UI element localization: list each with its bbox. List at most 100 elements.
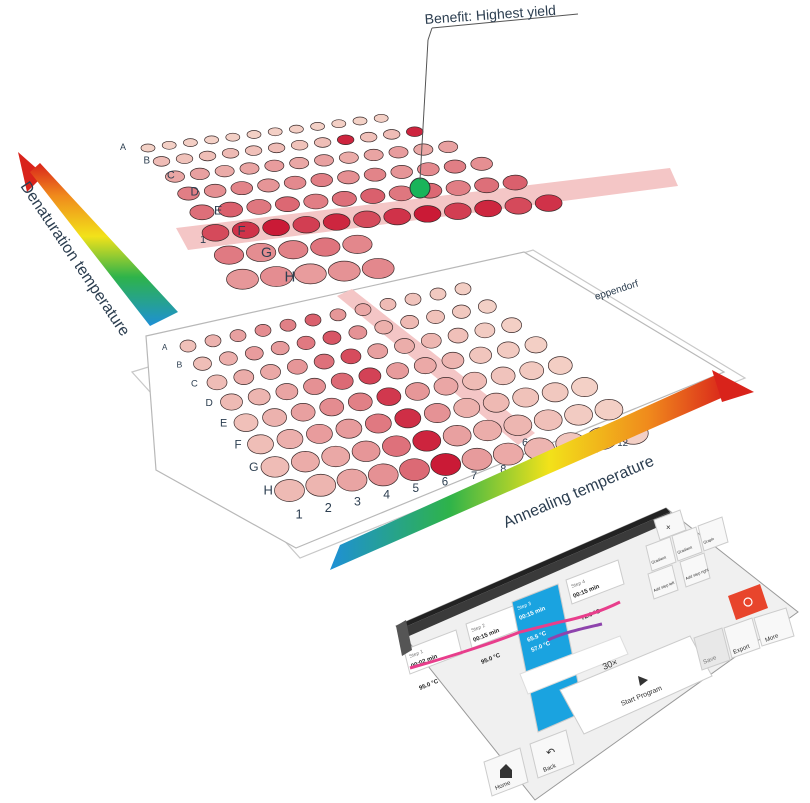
well-bottom-F11 xyxy=(541,382,569,403)
well-top-A7 xyxy=(267,127,283,137)
tool-button-label: Graph xyxy=(703,536,715,545)
well-top-G1 xyxy=(213,245,245,265)
well-bottom-C10 xyxy=(447,327,469,344)
well-top-B12 xyxy=(406,126,424,137)
bottom-row-label-C: C xyxy=(191,377,198,388)
bottom-col-label-4: 4 xyxy=(383,488,390,502)
well-bottom-D7 xyxy=(386,362,409,380)
well-top-E5 xyxy=(303,193,329,210)
well-bottom-E6 xyxy=(376,387,402,406)
well-bottom-C4 xyxy=(287,358,308,375)
export-button[interactable]: Export xyxy=(723,617,761,659)
side-expand-tab[interactable] xyxy=(396,620,412,656)
well-bottom-H4 xyxy=(367,463,399,487)
well-bottom-F5 xyxy=(365,413,392,434)
close-button-bg[interactable] xyxy=(653,509,687,541)
tool-button-1[interactable]: Gradient xyxy=(645,536,677,572)
save-button[interactable]: Save xyxy=(693,627,731,671)
well-top-F8 xyxy=(413,205,442,223)
stop-button[interactable] xyxy=(728,584,768,620)
tool-button-2[interactable]: Gradient xyxy=(671,526,703,562)
export-button-bg[interactable] xyxy=(723,617,761,659)
well-bottom-B12 xyxy=(477,299,497,314)
top-plate: 1 A B C D E FGH xyxy=(120,113,678,290)
well-bottom-B5 xyxy=(296,335,316,350)
well-bottom-C8 xyxy=(394,338,415,354)
tool-button-bg[interactable] xyxy=(647,564,679,600)
well-top-C11 xyxy=(413,143,434,156)
start-button-bg[interactable] xyxy=(559,635,713,735)
well-bottom-A2 xyxy=(204,334,222,348)
well-top-D1 xyxy=(177,186,200,201)
well-top-G3 xyxy=(278,240,309,260)
well-top-D3 xyxy=(230,181,254,196)
well-top-C6 xyxy=(289,157,310,170)
well-top-F4 xyxy=(292,216,321,234)
step-title: Step 2 xyxy=(471,623,487,634)
well-top-C12 xyxy=(438,140,459,153)
callout: Benefit: Highest yield xyxy=(419,2,579,181)
well-bottom-F9 xyxy=(482,392,510,413)
step-temp: 95.0 °C xyxy=(419,679,440,692)
well-top-A8 xyxy=(289,124,304,134)
well-bottom-G11 xyxy=(564,404,593,426)
well-top-F12 xyxy=(534,194,563,212)
well-bottom-F12 xyxy=(571,377,598,398)
tool-button-bg[interactable] xyxy=(697,516,729,552)
bottom-row-label-E: E xyxy=(220,418,227,430)
well-bottom-D10 xyxy=(469,346,492,364)
well-bottom-D3 xyxy=(275,383,299,401)
tool-button-4[interactable]: Add step left xyxy=(647,564,679,600)
stop-button-bg[interactable] xyxy=(728,584,768,620)
tool-button-bg[interactable] xyxy=(679,552,711,588)
well-top-G5 xyxy=(342,234,373,254)
well-bottom-E8 xyxy=(433,377,459,396)
back-button[interactable]: ↶ Back xyxy=(529,729,575,779)
tool-button-bg[interactable] xyxy=(671,526,703,562)
home-button[interactable]: Home xyxy=(483,747,529,797)
close-button[interactable]: × xyxy=(653,509,687,541)
well-bottom-E10 xyxy=(490,366,516,386)
start-program-button[interactable]: Start Program xyxy=(559,635,713,735)
step-card-bg[interactable] xyxy=(565,559,625,605)
well-bottom-B4 xyxy=(270,341,290,356)
callout-line xyxy=(419,39,429,181)
well-bottom-A9 xyxy=(379,298,397,311)
well-bottom-H5 xyxy=(399,458,430,482)
tool-button-3[interactable]: Graph xyxy=(697,516,729,552)
well-bottom-F2 xyxy=(276,429,304,450)
cycles-box: 30× xyxy=(519,635,629,695)
screen-top-bar xyxy=(396,508,670,630)
well-bottom-E11 xyxy=(519,361,545,380)
tool-button-bg[interactable] xyxy=(645,536,677,572)
tool-button-5[interactable]: Add step right xyxy=(679,552,711,588)
well-bottom-C1 xyxy=(206,374,228,391)
well-top-E1 xyxy=(189,204,215,221)
well-top-A6 xyxy=(246,130,262,139)
top-row-label-C: C xyxy=(167,170,175,182)
well-top-E4 xyxy=(274,196,300,212)
more-button-bg[interactable] xyxy=(753,607,795,647)
well-bottom-C5 xyxy=(313,353,335,370)
well-top-F11 xyxy=(504,197,533,215)
well-top-C1 xyxy=(165,170,185,183)
top-plate-band-number: 1 xyxy=(200,234,206,246)
well-top-C2 xyxy=(189,167,210,180)
well-bottom-E4 xyxy=(319,397,345,417)
save-button-bg[interactable] xyxy=(693,627,731,671)
callout-text: Benefit: Highest yield xyxy=(424,2,556,27)
bottom-row-label-D: D xyxy=(206,398,213,409)
back-button-label: Back xyxy=(543,763,559,774)
bottom-col-label-5: 5 xyxy=(413,481,420,495)
well-top-G2 xyxy=(246,242,277,262)
well-bottom-D9 xyxy=(441,351,465,369)
back-button-bg[interactable] xyxy=(529,729,575,779)
well-bottom-G3 xyxy=(321,445,351,468)
well-bottom-A11 xyxy=(429,287,447,301)
well-top-E3 xyxy=(246,199,272,215)
well-bottom-B3 xyxy=(244,346,264,361)
bottom-col-label-3: 3 xyxy=(354,494,361,508)
more-button[interactable]: More xyxy=(753,607,795,647)
well-bottom-C11 xyxy=(474,322,496,339)
